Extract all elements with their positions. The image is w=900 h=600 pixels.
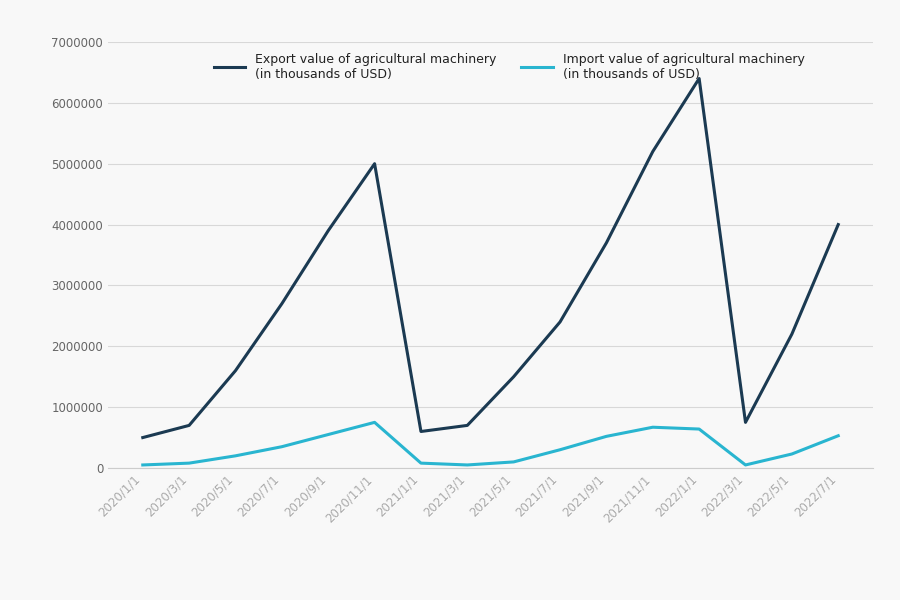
Line: Export value of agricultural machinery
(in thousands of USD): Export value of agricultural machinery (…	[143, 79, 838, 437]
Export value of agricultural machinery
(in thousands of USD)	[554, 319, 565, 326]
Legend: Export value of agricultural machinery
(in thousands of USD), Import value of ag: Export value of agricultural machinery (…	[213, 53, 805, 80]
Export value of agricultural machinery
(in thousands of USD)	[276, 300, 287, 307]
Import value of agricultural machinery
(in thousands of USD)	[416, 460, 427, 467]
Import value of agricultural machinery
(in thousands of USD)	[462, 461, 472, 469]
Export value of agricultural machinery
(in thousands of USD)	[184, 422, 194, 429]
Export value of agricultural machinery
(in thousands of USD)	[787, 331, 797, 338]
Import value of agricultural machinery
(in thousands of USD)	[230, 452, 241, 460]
Export value of agricultural machinery
(in thousands of USD)	[230, 367, 241, 374]
Export value of agricultural machinery
(in thousands of USD)	[138, 434, 148, 441]
Export value of agricultural machinery
(in thousands of USD)	[832, 221, 843, 228]
Import value of agricultural machinery
(in thousands of USD)	[647, 424, 658, 431]
Import value of agricultural machinery
(in thousands of USD)	[694, 425, 705, 433]
Import value of agricultural machinery
(in thousands of USD)	[740, 461, 751, 469]
Export value of agricultural machinery
(in thousands of USD)	[323, 227, 334, 234]
Export value of agricultural machinery
(in thousands of USD)	[647, 148, 658, 155]
Import value of agricultural machinery
(in thousands of USD)	[323, 431, 334, 438]
Import value of agricultural machinery
(in thousands of USD)	[554, 446, 565, 454]
Import value of agricultural machinery
(in thousands of USD)	[369, 419, 380, 426]
Export value of agricultural machinery
(in thousands of USD)	[462, 422, 472, 429]
Import value of agricultural machinery
(in thousands of USD)	[276, 443, 287, 450]
Import value of agricultural machinery
(in thousands of USD)	[787, 451, 797, 458]
Export value of agricultural machinery
(in thousands of USD)	[601, 239, 612, 247]
Import value of agricultural machinery
(in thousands of USD)	[138, 461, 148, 469]
Export value of agricultural machinery
(in thousands of USD)	[740, 419, 751, 426]
Export value of agricultural machinery
(in thousands of USD)	[508, 373, 519, 380]
Export value of agricultural machinery
(in thousands of USD)	[694, 75, 705, 82]
Import value of agricultural machinery
(in thousands of USD)	[832, 432, 843, 439]
Import value of agricultural machinery
(in thousands of USD)	[184, 460, 194, 467]
Export value of agricultural machinery
(in thousands of USD)	[416, 428, 427, 435]
Line: Import value of agricultural machinery
(in thousands of USD): Import value of agricultural machinery (…	[143, 422, 838, 465]
Import value of agricultural machinery
(in thousands of USD)	[601, 433, 612, 440]
Export value of agricultural machinery
(in thousands of USD)	[369, 160, 380, 167]
Import value of agricultural machinery
(in thousands of USD)	[508, 458, 519, 466]
